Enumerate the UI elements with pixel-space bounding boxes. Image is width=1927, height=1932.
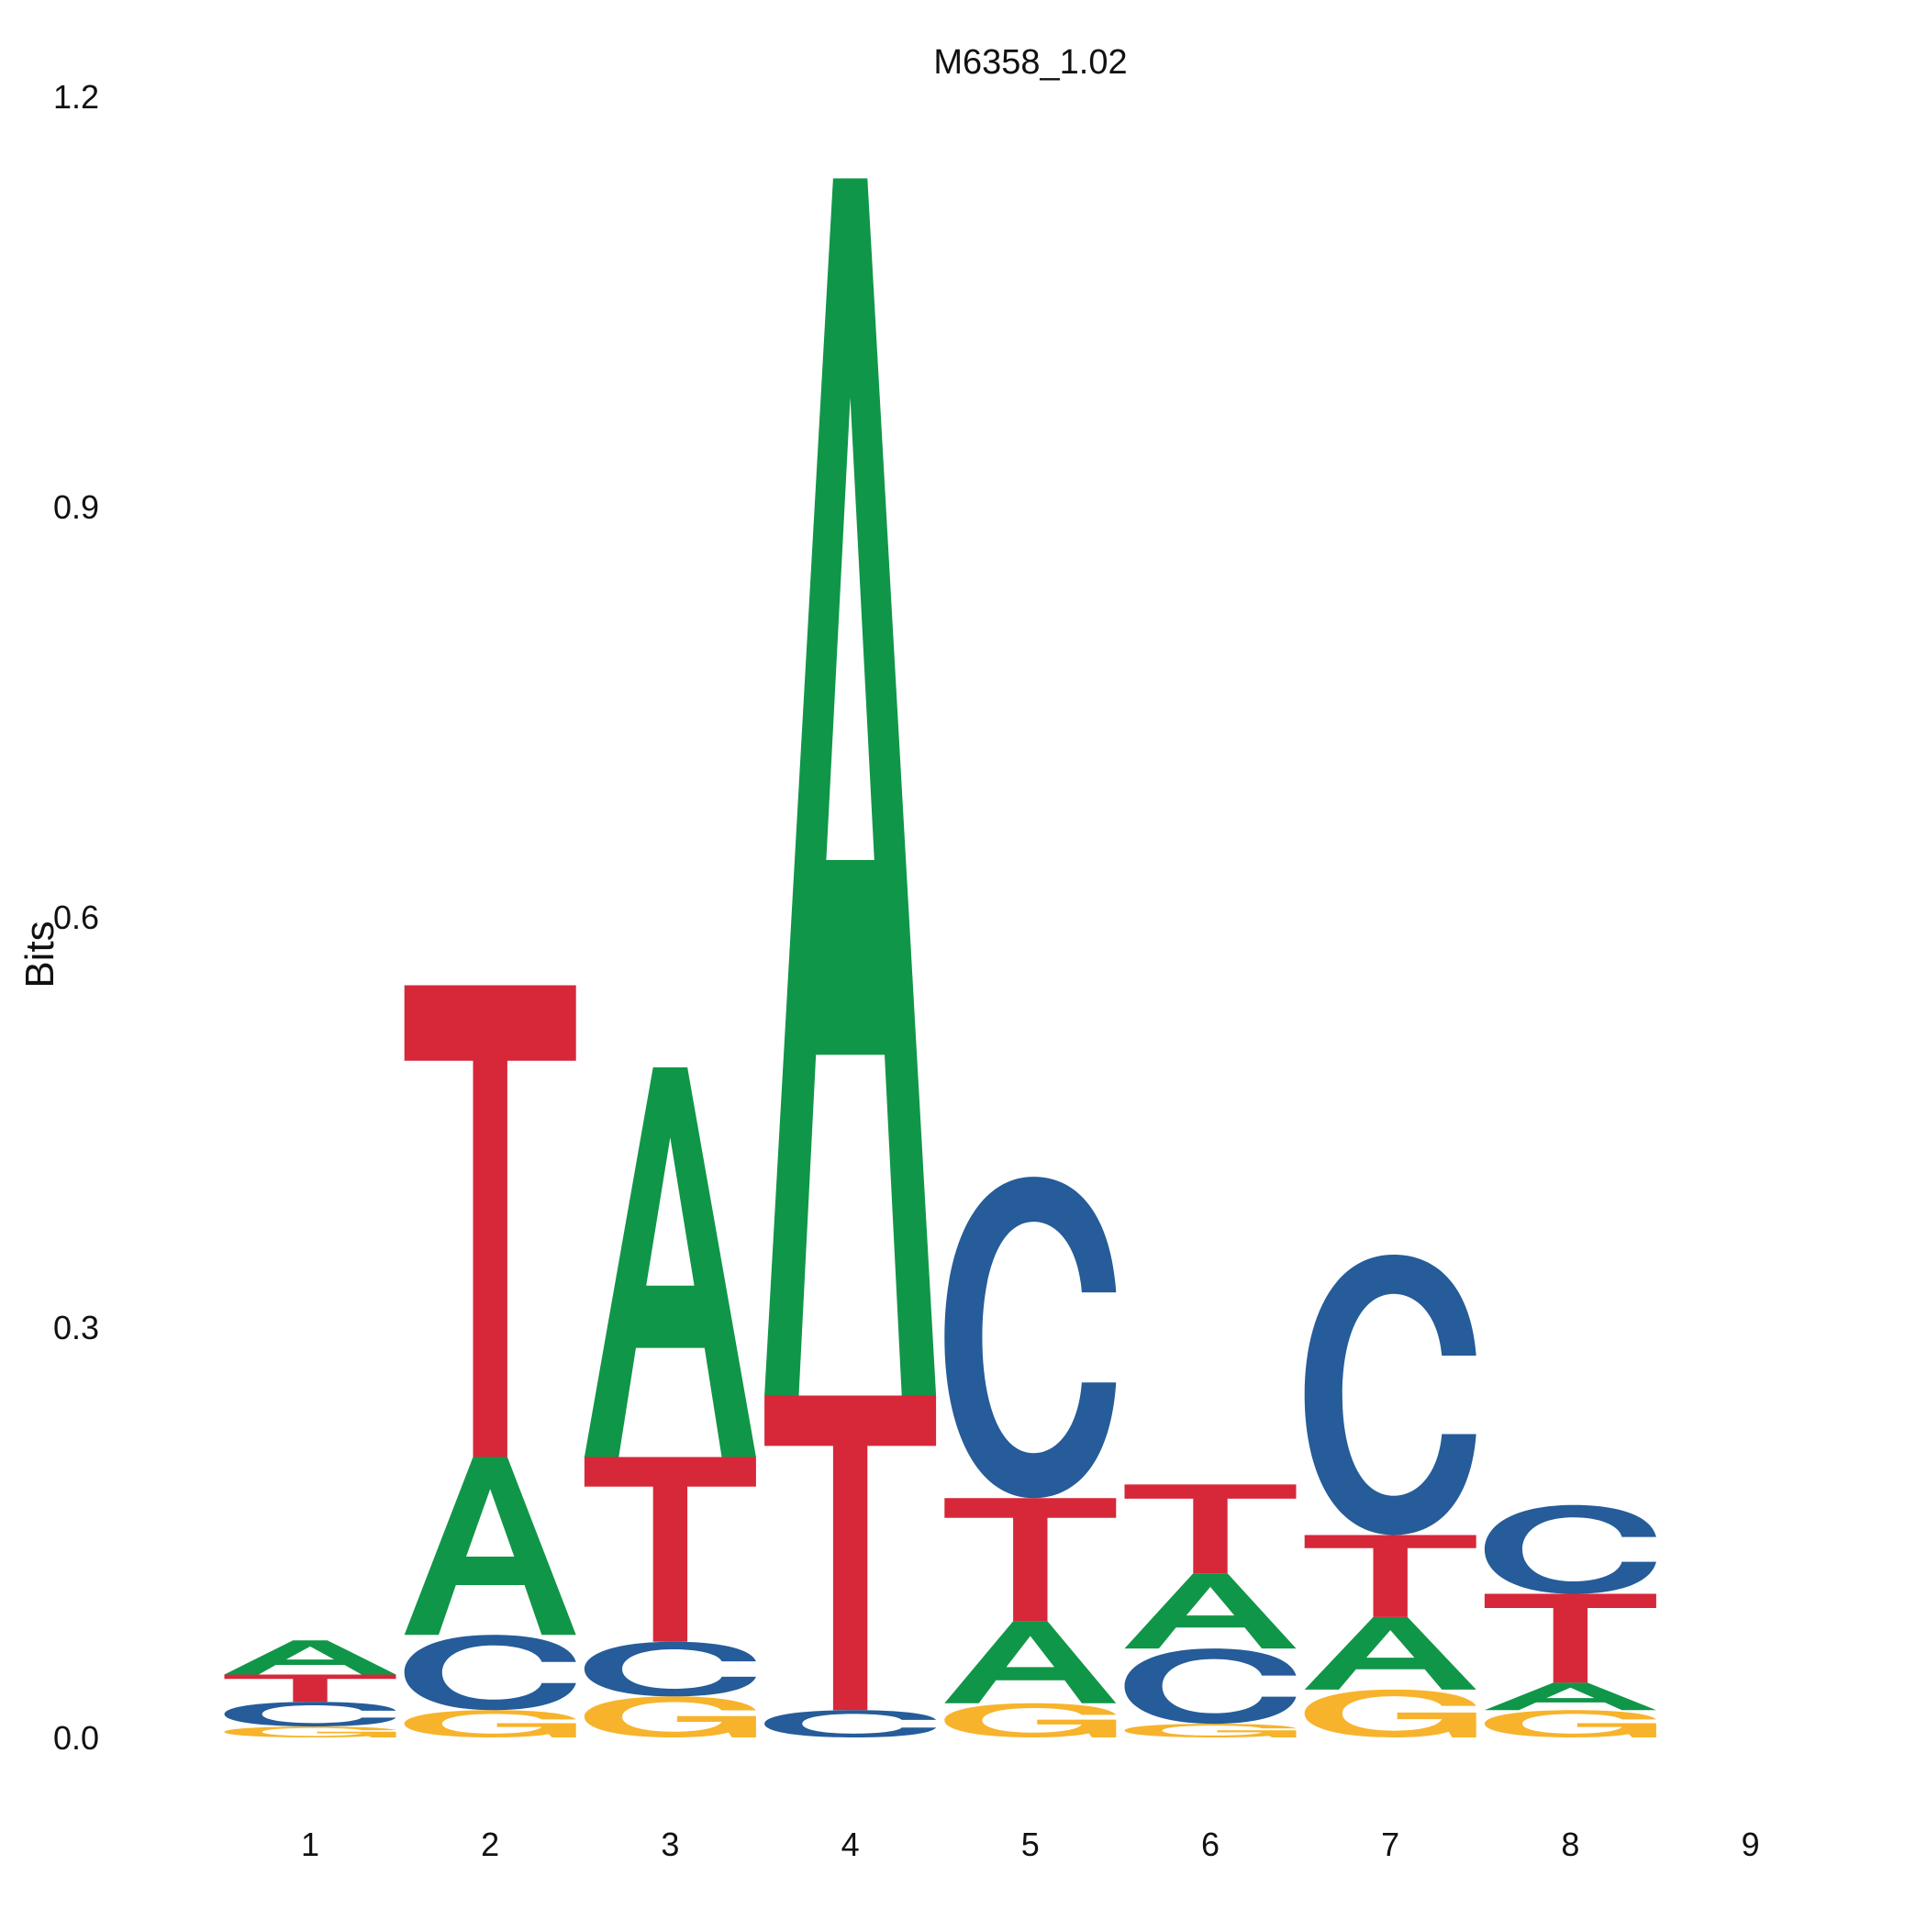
letter-g-glyph <box>1124 1724 1297 1737</box>
y-axis-ticks: 0.0 0.3 0.6 0.9 1.2 <box>53 78 99 1757</box>
logo-column <box>1484 1504 1656 1737</box>
letter-a-glyph <box>944 1621 1117 1703</box>
x-tick-label: 7 <box>1381 1826 1399 1863</box>
letter-c-glyph <box>584 1641 756 1697</box>
logo-column <box>1124 1484 1297 1737</box>
letter-g-glyph <box>224 1726 396 1737</box>
x-tick-label: 4 <box>841 1826 860 1863</box>
letter-g-glyph <box>1484 1710 1656 1737</box>
x-tick-label: 6 <box>1201 1826 1220 1863</box>
y-tick-label: 1.2 <box>53 78 99 116</box>
letter-a-glyph <box>224 1640 396 1675</box>
letter-a-glyph <box>404 1457 576 1636</box>
chart-title: M6358_1.02 <box>933 43 1127 82</box>
letter-t-glyph <box>1484 1593 1656 1683</box>
letter-a-glyph <box>1124 1573 1297 1649</box>
logo-column <box>224 1640 396 1737</box>
x-tick-label: 8 <box>1561 1826 1579 1863</box>
y-axis-label: Bits <box>17 921 62 988</box>
letter-g-glyph <box>1304 1689 1476 1737</box>
letter-a-glyph <box>1484 1682 1656 1711</box>
logo-column <box>584 1067 756 1737</box>
letter-c-glyph <box>224 1702 396 1727</box>
y-tick-label: 0.9 <box>53 488 99 526</box>
x-axis-ticks: 1 2 3 4 5 6 7 8 9 <box>301 1826 1760 1863</box>
letter-a-glyph <box>584 1067 756 1457</box>
letter-t-glyph <box>404 985 576 1457</box>
x-tick-label: 1 <box>301 1826 319 1863</box>
letter-a-glyph <box>764 178 937 1396</box>
logo-column <box>404 985 576 1737</box>
letter-t-glyph <box>944 1498 1117 1622</box>
logo-column <box>1304 1255 1476 1737</box>
letter-g-glyph <box>584 1696 756 1737</box>
letter-a-glyph <box>1304 1616 1476 1690</box>
letter-t-glyph <box>1304 1535 1476 1617</box>
letter-t-glyph <box>764 1395 937 1711</box>
letter-g-glyph <box>944 1703 1117 1737</box>
letter-c-glyph <box>1304 1255 1476 1536</box>
logo-column <box>764 178 937 1737</box>
letter-t-glyph <box>584 1457 756 1642</box>
letter-c-glyph <box>1484 1504 1656 1594</box>
logo-column <box>944 1177 1117 1737</box>
letter-c-glyph <box>944 1177 1117 1499</box>
y-tick-label: 0.6 <box>53 899 99 936</box>
x-tick-label: 5 <box>1021 1826 1040 1863</box>
x-tick-label: 9 <box>1742 1826 1760 1863</box>
letter-c-glyph <box>764 1710 937 1737</box>
letter-c-glyph <box>404 1635 576 1711</box>
letter-t-glyph <box>1124 1484 1297 1574</box>
logo-glyphs <box>224 178 1656 1737</box>
y-tick-label: 0.0 <box>53 1719 99 1757</box>
letter-t-glyph <box>224 1674 396 1703</box>
x-tick-label: 3 <box>661 1826 679 1863</box>
letter-c-glyph <box>1124 1648 1297 1725</box>
x-tick-label: 2 <box>481 1826 499 1863</box>
y-tick-label: 0.3 <box>53 1309 99 1346</box>
letter-g-glyph <box>404 1710 576 1737</box>
